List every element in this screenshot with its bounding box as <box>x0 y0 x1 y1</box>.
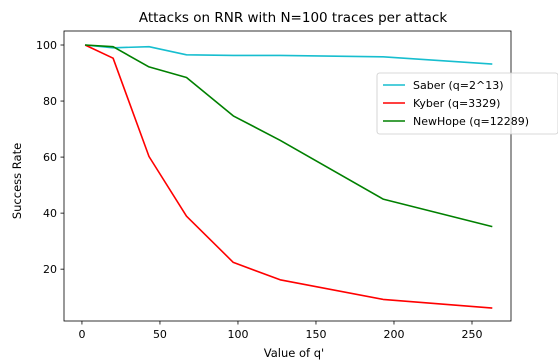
y-tick-label: 80 <box>43 95 57 108</box>
legend-box <box>376 72 558 135</box>
legend-label: NewHope (q=12289) <box>413 115 529 128</box>
plot-frame <box>63 30 512 322</box>
y-axis: 20 40 60 80 100 <box>36 39 64 276</box>
x-tick-label: 150 <box>305 328 326 341</box>
x-tick-label: 250 <box>461 328 482 341</box>
x-tick-label: 50 <box>153 328 167 341</box>
y-axis-label: Success Rate <box>10 143 24 219</box>
x-tick-label: 200 <box>383 328 404 341</box>
x-axis: 0 50 100 150 200 250 <box>78 321 482 341</box>
x-tick-label: 0 <box>78 328 85 341</box>
chart-title: Attacks on RNR with N=100 traces per att… <box>139 10 448 26</box>
x-axis-label: Value of q' <box>264 346 324 360</box>
x-tick-label: 100 <box>227 328 248 341</box>
plot-area <box>63 30 512 322</box>
legend-label: Saber (q=2^13) <box>413 79 504 92</box>
y-tick-label: 60 <box>43 151 57 164</box>
series-line-0 <box>85 44 493 65</box>
series-line-2 <box>85 44 493 228</box>
y-tick-label: 20 <box>43 263 57 276</box>
series-line-1 <box>84 44 493 309</box>
legend: Saber (q=2^13) Kyber (q=3329) NewHope (q=1… <box>376 72 558 135</box>
legend-label: Kyber (q=3329) <box>413 97 500 110</box>
y-tick-label: 100 <box>36 39 57 52</box>
y-tick-label: 40 <box>43 207 57 220</box>
